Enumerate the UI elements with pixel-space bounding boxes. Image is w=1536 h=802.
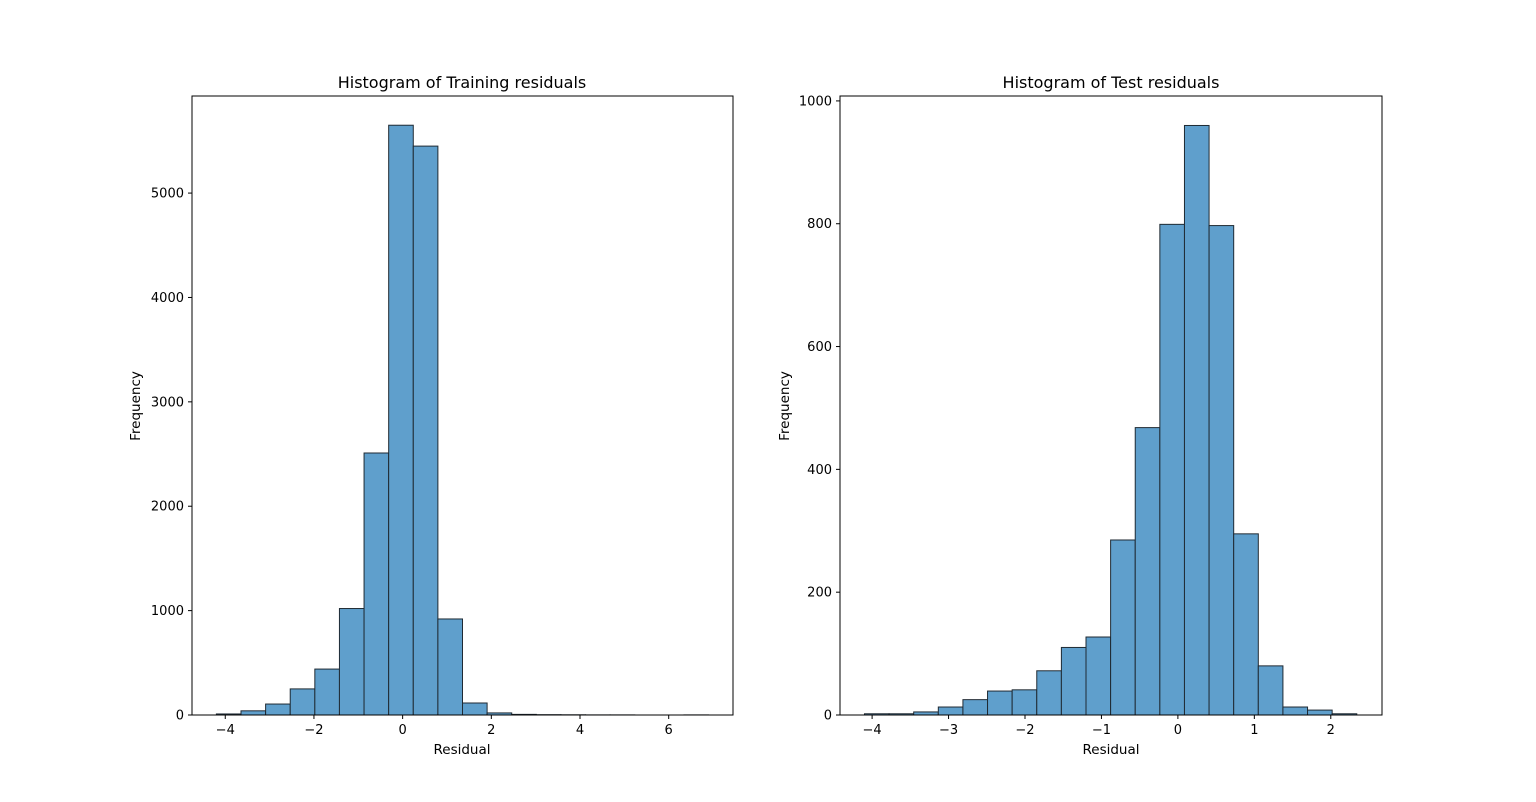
x-tick-label: 2 <box>487 723 495 738</box>
histogram-bar <box>1060 646 1087 716</box>
training-residuals-histogram: Histogram of Training residuals Residual… <box>128 73 734 758</box>
histogram-bar <box>1036 670 1062 716</box>
histogram-bar <box>338 608 365 716</box>
x-tick-label: −4 <box>863 723 882 738</box>
histogram-bar <box>289 688 316 716</box>
histogram-bar <box>1011 689 1038 716</box>
y-tick-label: 2000 <box>151 500 184 515</box>
histogram-bar <box>1134 427 1161 716</box>
y-tick-label: 200 <box>807 586 832 601</box>
histogram-bar <box>937 706 964 716</box>
x-axis-ticks: −4 −2 0 2 4 6 <box>216 715 673 738</box>
x-tick-label: 1 <box>1250 723 1258 738</box>
chart-title: Histogram of Training residuals <box>338 73 587 92</box>
histogram-bars <box>215 124 710 716</box>
chart-title: Histogram of Test residuals <box>1003 73 1220 92</box>
histogram-bar <box>962 699 989 716</box>
histogram-bar <box>388 124 414 716</box>
y-tick-label: 1000 <box>799 94 832 109</box>
histogram-bar <box>987 690 1013 716</box>
histogram-bar <box>1257 665 1284 716</box>
histogram-bar <box>1110 539 1136 716</box>
histogram-bar <box>1159 223 1185 716</box>
y-tick-label: 3000 <box>151 395 184 410</box>
plot-frame <box>191 95 734 716</box>
y-tick-label: 400 <box>807 463 832 478</box>
x-axis-label: Residual <box>433 742 490 758</box>
histogram-bar <box>240 710 267 716</box>
histogram-bar <box>1233 533 1259 716</box>
y-axis-ticks: 0 200 400 600 800 1000 <box>799 94 840 724</box>
histogram-bar <box>1183 124 1210 716</box>
y-tick-label: 5000 <box>151 187 184 202</box>
x-tick-label: 0 <box>398 723 406 738</box>
x-tick-label: −4 <box>216 723 235 738</box>
x-tick-label: −3 <box>939 723 958 738</box>
histogram-bar <box>363 452 390 716</box>
histogram-bar <box>437 618 464 716</box>
histogram-bar <box>1282 706 1309 716</box>
histogram-bar <box>1307 709 1333 716</box>
y-tick-label: 4000 <box>151 291 184 306</box>
x-tick-label: 4 <box>576 723 584 738</box>
y-axis-label: Frequency <box>128 371 144 441</box>
x-tick-label: −2 <box>1015 723 1034 738</box>
x-axis-label: Residual <box>1082 742 1139 758</box>
y-tick-label: 1000 <box>151 604 184 619</box>
plot-frame <box>839 95 1383 716</box>
y-axis-label: Frequency <box>777 371 793 441</box>
y-tick-label: 600 <box>807 340 832 355</box>
y-tick-label: 800 <box>807 217 832 232</box>
histogram-bar <box>462 702 488 716</box>
histogram-bar <box>412 145 439 716</box>
y-axis-ticks: 0 1000 2000 3000 4000 5000 <box>151 187 192 724</box>
x-tick-label: 2 <box>1327 723 1335 738</box>
histogram-bars <box>863 124 1358 716</box>
histogram-bar <box>265 703 291 716</box>
test-residuals-histogram: Histogram of Test residuals Residual Fre… <box>777 73 1383 758</box>
x-tick-label: −2 <box>304 723 323 738</box>
y-tick-label: 0 <box>176 709 184 724</box>
x-tick-label: 0 <box>1174 723 1182 738</box>
x-axis-ticks: −4 −3 −2 −1 0 1 2 <box>863 715 1335 738</box>
histogram-bar <box>314 668 340 716</box>
y-tick-label: 0 <box>824 709 832 724</box>
x-tick-label: 6 <box>665 723 673 738</box>
x-tick-label: −1 <box>1092 723 1111 738</box>
histogram-bar <box>1208 225 1235 716</box>
histogram-bar <box>1085 636 1112 716</box>
